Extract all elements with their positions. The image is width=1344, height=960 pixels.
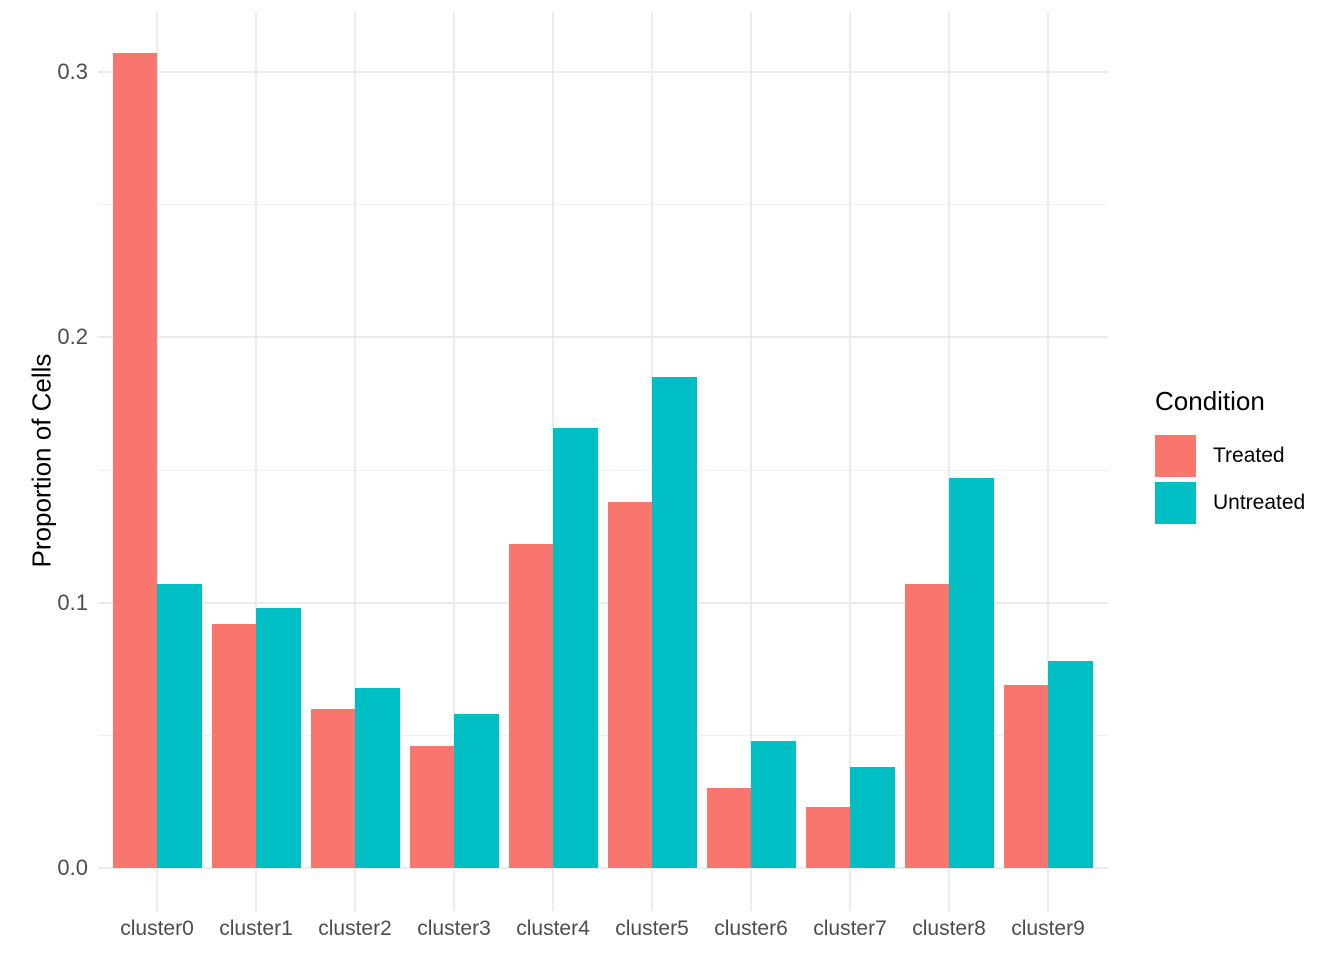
bar-untreated-cluster4 (553, 427, 598, 868)
legend-entry: Untreated (1155, 482, 1305, 524)
gridline-y-major (98, 71, 1108, 74)
gridline-y-minor (98, 469, 1108, 471)
gridline-y-minor (98, 734, 1108, 736)
gridline-x (750, 12, 752, 911)
bar-treated-cluster9 (1003, 684, 1048, 868)
legend-title: Condition (1155, 386, 1265, 416)
gridline-x (453, 12, 455, 911)
bar-untreated-cluster9 (1048, 661, 1093, 868)
bar-untreated-cluster6 (751, 740, 796, 868)
bar-treated-cluster2 (310, 708, 355, 868)
x-tick-label: cluster8 (912, 917, 986, 940)
gridline-x (156, 12, 158, 911)
gridline-x (354, 12, 356, 911)
x-tick-label: cluster1 (219, 917, 293, 940)
legend-entries: Treated Untreated (1155, 435, 1305, 524)
bar-treated-cluster0 (112, 53, 157, 868)
y-axis-title: Proportion of Cells (26, 353, 57, 568)
y-tick-label: 0.2 (57, 324, 88, 350)
bar-untreated-cluster8 (949, 477, 994, 868)
legend-label: Untreated (1213, 491, 1306, 514)
bar-treated-cluster1 (211, 623, 256, 868)
gridline-x (1047, 12, 1049, 911)
x-tick-label: cluster0 (120, 917, 194, 940)
bar-treated-cluster3 (409, 745, 454, 868)
legend-label: Treated (1213, 444, 1285, 467)
bar-treated-cluster8 (904, 584, 949, 868)
gridline-y-major (98, 601, 1108, 604)
gridline-x (849, 12, 851, 911)
legend: Condition Treated Untreated (1155, 386, 1305, 529)
bar-untreated-cluster2 (355, 687, 400, 868)
legend-swatch-treated (1155, 435, 1196, 477)
y-tick-label: 0.1 (57, 589, 88, 615)
x-tick-label: cluster5 (615, 917, 689, 940)
x-tick-label: cluster7 (813, 917, 887, 940)
x-tick-label: cluster4 (516, 917, 590, 940)
x-tick-label: cluster9 (1011, 917, 1085, 940)
gridline-x (948, 12, 950, 911)
bar-treated-cluster5 (607, 501, 652, 868)
legend-swatch-untreated (1155, 482, 1196, 524)
gridline-y-minor (98, 204, 1108, 206)
chart-panel (98, 12, 1108, 911)
x-tick-label: cluster2 (318, 917, 392, 940)
bar-treated-cluster7 (805, 806, 850, 868)
y-tick-label: 0.3 (57, 59, 88, 85)
bar-untreated-cluster3 (454, 714, 499, 868)
bar-untreated-cluster1 (256, 607, 301, 868)
legend-entry: Treated (1155, 435, 1305, 477)
bar-untreated-cluster0 (157, 584, 202, 868)
y-tick-label: 0.0 (57, 854, 88, 880)
bar-untreated-cluster7 (850, 767, 895, 868)
x-tick-label: cluster3 (417, 917, 491, 940)
gridline-x (255, 12, 257, 911)
bar-treated-cluster4 (508, 544, 553, 868)
gridline-y-major (98, 336, 1108, 339)
bar-treated-cluster6 (706, 788, 751, 868)
gridline-y-major (98, 866, 1108, 869)
x-tick-label: cluster6 (714, 917, 788, 940)
bar-untreated-cluster5 (652, 377, 697, 868)
